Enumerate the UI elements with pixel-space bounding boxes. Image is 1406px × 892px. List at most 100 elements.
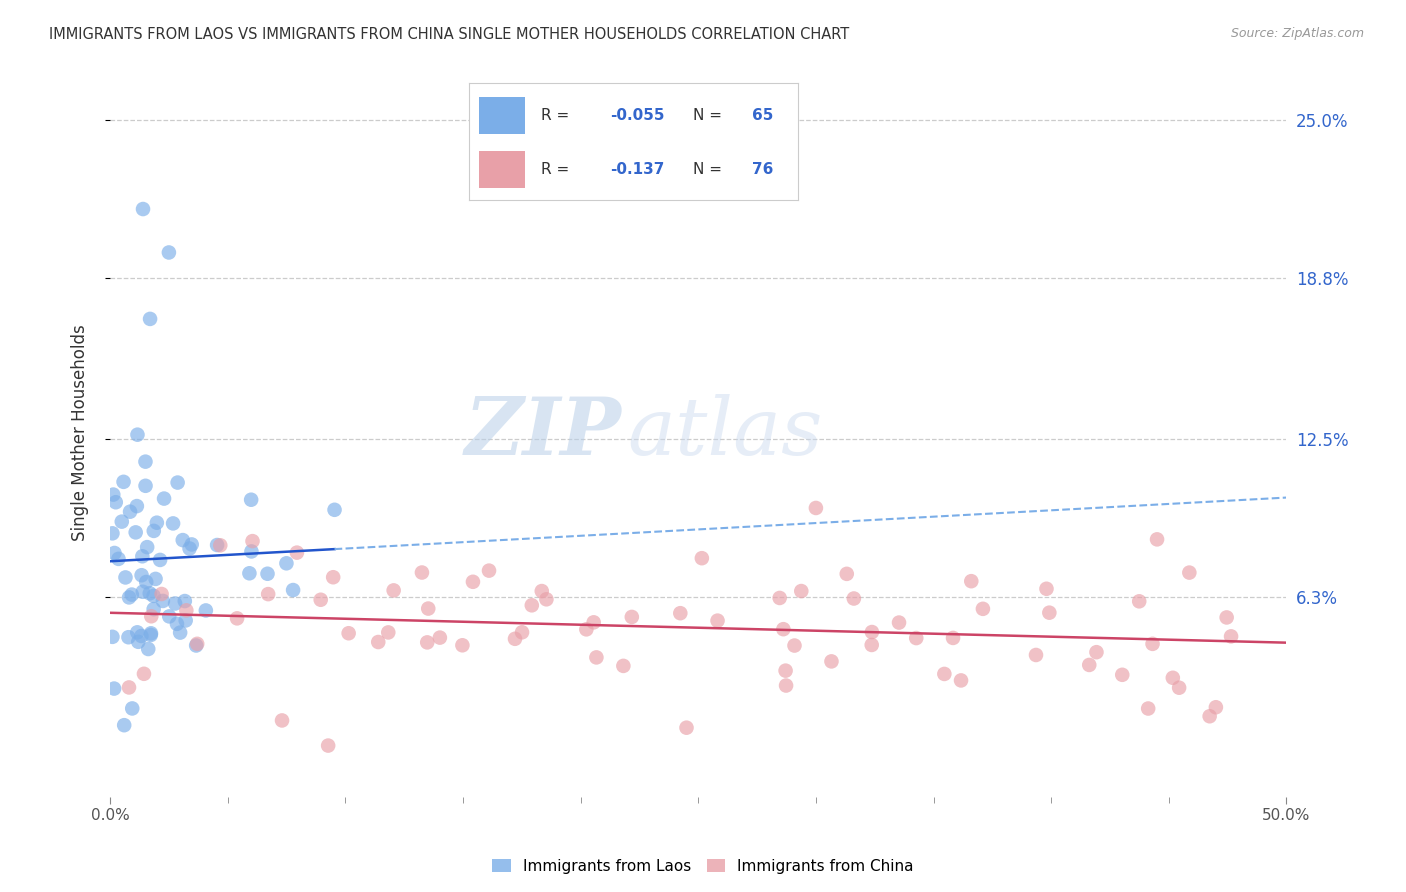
Point: [134, 455, 156, 469]
Point: [150, 587, 173, 601]
Point: [127, 635, 149, 649]
Point: [575, 623, 598, 637]
Point: [240, 492, 263, 507]
Point: [429, 631, 451, 645]
Point: [478, 564, 501, 578]
Point: [775, 679, 797, 693]
Point: [887, 615, 910, 630]
Point: [118, 591, 141, 605]
Point: [612, 659, 634, 673]
Point: [530, 584, 553, 599]
Point: [934, 667, 956, 681]
Point: [520, 599, 543, 613]
Point: [180, 537, 202, 551]
Point: [209, 538, 232, 552]
Point: [842, 591, 865, 606]
Point: [101, 526, 124, 541]
Point: [316, 739, 339, 753]
Point: [942, 631, 965, 645]
Point: [194, 603, 217, 617]
Point: [418, 601, 440, 615]
Point: [174, 614, 197, 628]
Point: [860, 625, 883, 640]
Point: [186, 639, 208, 653]
Point: [1025, 648, 1047, 662]
Point: [135, 574, 157, 589]
Point: [141, 609, 163, 624]
Point: [103, 546, 125, 560]
Point: [139, 586, 162, 600]
Point: [142, 602, 165, 616]
Point: [1220, 629, 1243, 643]
Point: [860, 638, 883, 652]
Point: [772, 622, 794, 636]
Point: [960, 574, 983, 589]
Point: [382, 583, 405, 598]
Point: [238, 566, 260, 581]
Point: [101, 630, 124, 644]
Point: [690, 551, 713, 566]
Point: [179, 541, 201, 556]
Point: [377, 625, 399, 640]
Point: [127, 625, 149, 640]
Point: [145, 572, 167, 586]
Point: [411, 566, 433, 580]
Point: [1215, 610, 1237, 624]
Point: [173, 594, 195, 608]
Point: [1078, 657, 1101, 672]
Point: [1111, 668, 1133, 682]
Point: [323, 503, 346, 517]
Point: [322, 570, 344, 584]
Point: [1038, 606, 1060, 620]
Point: [136, 642, 159, 657]
Point: [367, 635, 389, 649]
Point: [1142, 637, 1164, 651]
Point: [186, 637, 208, 651]
Point: [142, 589, 165, 603]
Point: [135, 479, 157, 493]
Point: [256, 566, 278, 581]
Point: [114, 570, 136, 584]
Point: [136, 540, 159, 554]
Point: [1178, 566, 1201, 580]
Point: [157, 609, 180, 624]
Point: [121, 701, 143, 715]
Point: [451, 638, 474, 652]
Point: [112, 718, 135, 732]
Point: [103, 681, 125, 696]
Point: [285, 546, 308, 560]
Point: [139, 312, 162, 326]
Point: [132, 666, 155, 681]
Point: [226, 611, 249, 625]
Point: [790, 584, 813, 599]
Point: [132, 202, 155, 216]
Legend: Immigrants from Laos, Immigrants from China: Immigrants from Laos, Immigrants from Ch…: [486, 853, 920, 880]
Point: [582, 615, 605, 630]
Point: [1035, 582, 1057, 596]
Point: [281, 583, 304, 598]
Point: [131, 568, 153, 582]
Point: [125, 499, 148, 513]
Point: [510, 625, 533, 640]
Point: [257, 587, 280, 601]
Point: [176, 603, 198, 617]
Point: [835, 566, 858, 581]
Point: [503, 632, 526, 646]
Point: [162, 516, 184, 531]
Point: [242, 534, 264, 549]
Point: [111, 515, 134, 529]
Point: [783, 639, 806, 653]
Point: [1085, 645, 1108, 659]
Point: [166, 475, 188, 490]
Point: [675, 721, 697, 735]
Point: [104, 495, 127, 509]
Point: [276, 557, 298, 571]
Point: [107, 552, 129, 566]
Text: IMMIGRANTS FROM LAOS VS IMMIGRANTS FROM CHINA SINGLE MOTHER HOUSEHOLDS CORRELATI: IMMIGRANTS FROM LAOS VS IMMIGRANTS FROM …: [49, 27, 849, 42]
Point: [706, 614, 728, 628]
Point: [461, 574, 484, 589]
Point: [820, 654, 842, 668]
Point: [271, 714, 294, 728]
Text: ZIP: ZIP: [465, 394, 621, 471]
Point: [1137, 701, 1160, 715]
